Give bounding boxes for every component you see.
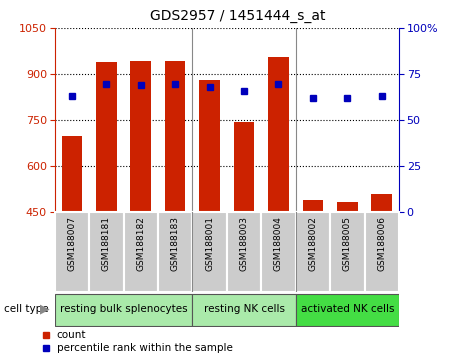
Text: activated NK cells: activated NK cells bbox=[301, 304, 394, 314]
Text: GSM188004: GSM188004 bbox=[274, 216, 283, 271]
Bar bbox=[55, 294, 192, 326]
Text: GSM188182: GSM188182 bbox=[136, 216, 145, 271]
Bar bbox=[303, 200, 323, 212]
Text: GSM188001: GSM188001 bbox=[205, 216, 214, 272]
Bar bbox=[261, 212, 295, 292]
Text: GSM188181: GSM188181 bbox=[102, 216, 111, 272]
Bar bbox=[227, 212, 261, 292]
Bar bbox=[268, 57, 289, 212]
Text: GDS2957 / 1451444_s_at: GDS2957 / 1451444_s_at bbox=[150, 9, 325, 23]
Text: GSM188005: GSM188005 bbox=[343, 216, 352, 272]
Text: resting NK cells: resting NK cells bbox=[203, 304, 285, 314]
Bar bbox=[200, 80, 220, 212]
Bar bbox=[124, 212, 158, 292]
Bar bbox=[365, 212, 399, 292]
Text: percentile rank within the sample: percentile rank within the sample bbox=[57, 343, 233, 353]
Text: count: count bbox=[57, 330, 86, 340]
Text: GSM188006: GSM188006 bbox=[377, 216, 386, 272]
Bar bbox=[330, 212, 365, 292]
Bar bbox=[55, 212, 89, 292]
Bar bbox=[165, 61, 185, 212]
Bar bbox=[295, 212, 330, 292]
Text: GSM188007: GSM188007 bbox=[67, 216, 76, 272]
Text: ▶: ▶ bbox=[40, 303, 49, 315]
Text: GSM188003: GSM188003 bbox=[239, 216, 248, 272]
Bar bbox=[295, 294, 399, 326]
Bar bbox=[192, 294, 295, 326]
Text: GSM188183: GSM188183 bbox=[171, 216, 180, 272]
Bar bbox=[371, 194, 392, 212]
Text: resting bulk splenocytes: resting bulk splenocytes bbox=[60, 304, 187, 314]
Bar bbox=[337, 202, 358, 212]
Text: cell type: cell type bbox=[4, 304, 49, 314]
Bar bbox=[192, 212, 227, 292]
Bar bbox=[158, 212, 192, 292]
Bar bbox=[234, 122, 255, 212]
Bar bbox=[96, 62, 117, 212]
Text: GSM188002: GSM188002 bbox=[308, 216, 317, 271]
Bar bbox=[62, 136, 82, 212]
Bar bbox=[130, 62, 151, 212]
Bar bbox=[89, 212, 124, 292]
